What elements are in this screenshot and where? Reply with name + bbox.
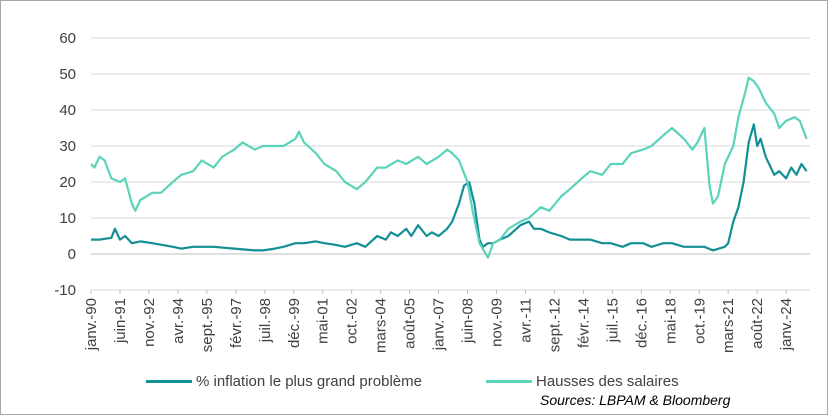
x-tick-label: oct.-02	[344, 298, 361, 344]
x-tick-label: nov.-92	[141, 298, 158, 347]
x-tick-label: mai-01	[315, 298, 332, 344]
y-tick-label: 20	[59, 174, 76, 191]
x-tick-label: sept.-12	[546, 298, 563, 352]
x-tick-label: oct.-19	[691, 298, 708, 344]
x-tick-label: mars-04	[373, 298, 390, 353]
y-tick-label: 10	[59, 210, 76, 227]
x-tick-label: déc.-99	[286, 298, 303, 348]
x-tick-label: févr.-97	[228, 298, 245, 348]
legend-item-salaires: Hausses des salaires	[486, 373, 679, 390]
legend-swatch-inflation	[146, 380, 192, 383]
y-axis-ticks: -10 0 10 20 30 40 50 60	[54, 30, 76, 299]
x-tick-label: sept.-95	[199, 298, 216, 352]
series-line-salaires	[90, 76, 808, 259]
legend-label-salaires: Hausses des salaires	[536, 373, 679, 390]
x-tick-label: janv.-24	[778, 298, 795, 351]
x-tick-label: juil.-98	[257, 298, 274, 343]
y-tick-label: 30	[59, 138, 76, 155]
x-tick-label: avr.-11	[517, 298, 534, 343]
x-tick-label: janv.-90	[83, 298, 100, 351]
x-tick-label: juin-91	[112, 298, 129, 344]
x-tick-label: mars-21	[720, 298, 737, 353]
y-tick-label: 50	[59, 66, 76, 83]
x-tick-label: juil.-15	[604, 298, 621, 343]
legend-label-inflation: % inflation le plus grand problème	[196, 373, 422, 390]
x-tick-label: mai-18	[662, 298, 679, 344]
series-line-inflation	[91, 123, 808, 252]
x-tick-label: avr.-94	[170, 298, 187, 344]
y-tick-label: 0	[68, 246, 76, 263]
legend: % inflation le plus grand problème Hauss…	[0, 373, 828, 393]
x-tick-label: nov.-09	[489, 298, 506, 347]
y-tick-label: 60	[59, 30, 76, 47]
x-tick-label: juin-08	[460, 298, 477, 344]
x-tick-label: févr.-14	[575, 298, 592, 348]
y-tick-label: -10	[54, 282, 76, 299]
x-tick-label: janv.-07	[431, 298, 448, 351]
x-tick-label: août-05	[402, 298, 419, 349]
series-lines	[90, 76, 808, 259]
legend-item-inflation: % inflation le plus grand problème	[146, 373, 422, 390]
source-note: Sources: LBPAM & Bloomberg	[540, 392, 731, 408]
x-axis-ticks: janv.-90 juin-91 nov.-92 avr.-94 sept.-95 fév…	[83, 290, 795, 353]
y-tick-label: 40	[59, 102, 76, 119]
x-tick-label: déc.-16	[633, 298, 650, 348]
legend-swatch-salaires	[486, 380, 532, 383]
x-tick-label: août-22	[749, 298, 766, 349]
